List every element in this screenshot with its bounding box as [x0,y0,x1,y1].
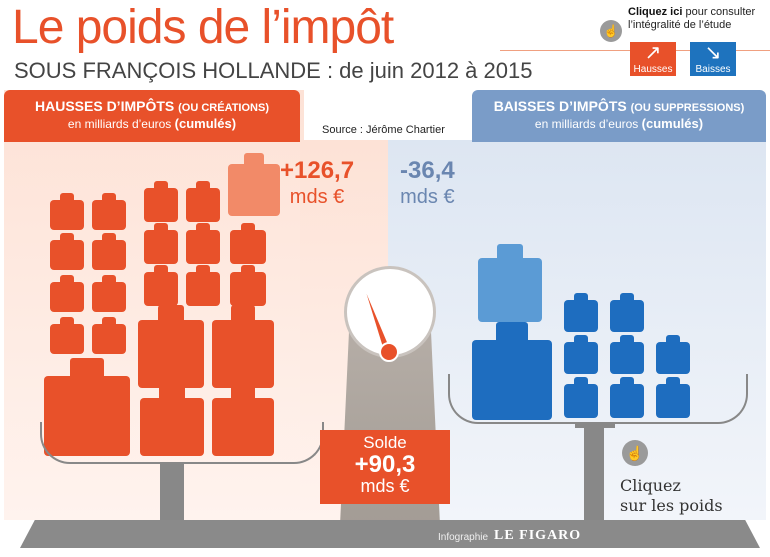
weight[interactable] [50,193,84,230]
weight[interactable] [564,292,598,332]
baisses-unit: mds € [400,186,455,208]
baisses-header: BAISSES D’IMPÔTS (OU SUPPRESSIONS) en mi… [472,90,766,142]
baisses-sub-bold: (cumulés) [641,116,704,131]
weight[interactable] [564,334,598,374]
weight[interactable] [610,292,644,332]
hausses-total: +126,7 mds € [280,158,354,210]
dial-hub [379,342,399,362]
weight[interactable] [138,305,204,388]
weight[interactable] [92,233,126,270]
hausses-value: +126,7 [280,157,355,184]
weight[interactable] [50,233,84,270]
credit-text: Infographie [438,532,489,543]
weight[interactable] [212,385,274,456]
arrow-up-right-icon: ↗ [644,42,662,64]
weight-highlight[interactable] [478,243,542,322]
hausses-button[interactable]: ↗ Hausses [630,42,676,76]
scale-base [20,520,760,548]
weight[interactable] [230,222,266,264]
baisses-value: -36,4 [400,157,455,184]
weight[interactable] [610,376,644,418]
baisses-heading: BAISSES D’IMPÔTS [493,98,627,114]
weight[interactable] [610,334,644,374]
baisses-pan [448,374,748,424]
weight[interactable] [92,317,126,354]
study-link-bold[interactable]: Cliquez ici [628,6,683,18]
hausses-header: HAUSSES D’IMPÔTS (OU CRÉATIONS) en milli… [4,90,300,142]
weight[interactable] [186,222,220,264]
weight[interactable] [144,264,178,306]
hausses-sub: en milliards d’euros [67,117,172,131]
weight[interactable] [144,222,178,264]
weight[interactable] [144,180,178,222]
hausses-pan [40,422,324,464]
weight[interactable] [212,305,274,388]
figaro-logo: LE FIGARO [494,528,582,543]
weight[interactable] [230,264,266,306]
click-hint-line1: Cliquez [620,476,681,495]
baisses-pan-post [584,422,604,522]
weight[interactable] [564,376,598,418]
study-link-text[interactable]: Cliquez ici pour consulter l’intégralité… [628,6,770,32]
weight[interactable] [140,385,204,456]
baisses-pan-bracket [575,422,615,428]
hand-pointer-icon: ☝ [622,440,648,466]
weight[interactable] [92,275,126,312]
hausses-heading-small: (OU CRÉATIONS) [178,102,269,114]
baisses-button-label: Baisses [695,64,731,75]
hand-pointer-icon: ☝ [600,20,622,42]
hausses-pan-post [160,462,184,522]
solde-value: +90,3 [354,451,416,478]
weight-highlight[interactable] [228,152,280,216]
baisses-sub: en milliards d’euros [534,117,639,131]
hausses-unit: mds € [289,186,345,208]
weight[interactable] [472,322,552,420]
weight[interactable] [50,275,84,312]
page-title: Le poids de l’impôt [12,1,394,54]
page-subtitle: SOUS FRANÇOIS HOLLANDE : de juin 2012 à … [14,58,533,83]
click-hint: Cliquez sur les poids [620,476,723,516]
baisses-total: -36,4 mds € [400,158,455,210]
hausses-heading: HAUSSES D’IMPÔTS [35,98,175,114]
weight[interactable] [50,317,84,354]
solde-box: Solde +90,3 mds € [320,430,450,504]
study-link-rest[interactable]: pour consulter l’intégralité de l’étude [628,6,756,31]
weight[interactable] [186,180,220,222]
source-note: Source : Jérôme Chartier [322,124,445,136]
solde-label: Solde [363,433,407,452]
baisses-heading-small: (OU SUPPRESSIONS) [630,102,745,114]
hausses-button-label: Hausses [633,64,673,75]
arrow-down-right-icon: ↘ [704,42,722,64]
weight[interactable] [656,334,690,374]
weight[interactable] [92,193,126,230]
solde-unit: mds € [360,476,410,496]
weight[interactable] [186,264,220,306]
baisses-button[interactable]: ↘ Baisses [690,42,736,76]
weight[interactable] [656,376,690,418]
hausses-sub-bold: (cumulés) [174,116,237,131]
click-hint-line2: sur les poids [620,496,723,515]
